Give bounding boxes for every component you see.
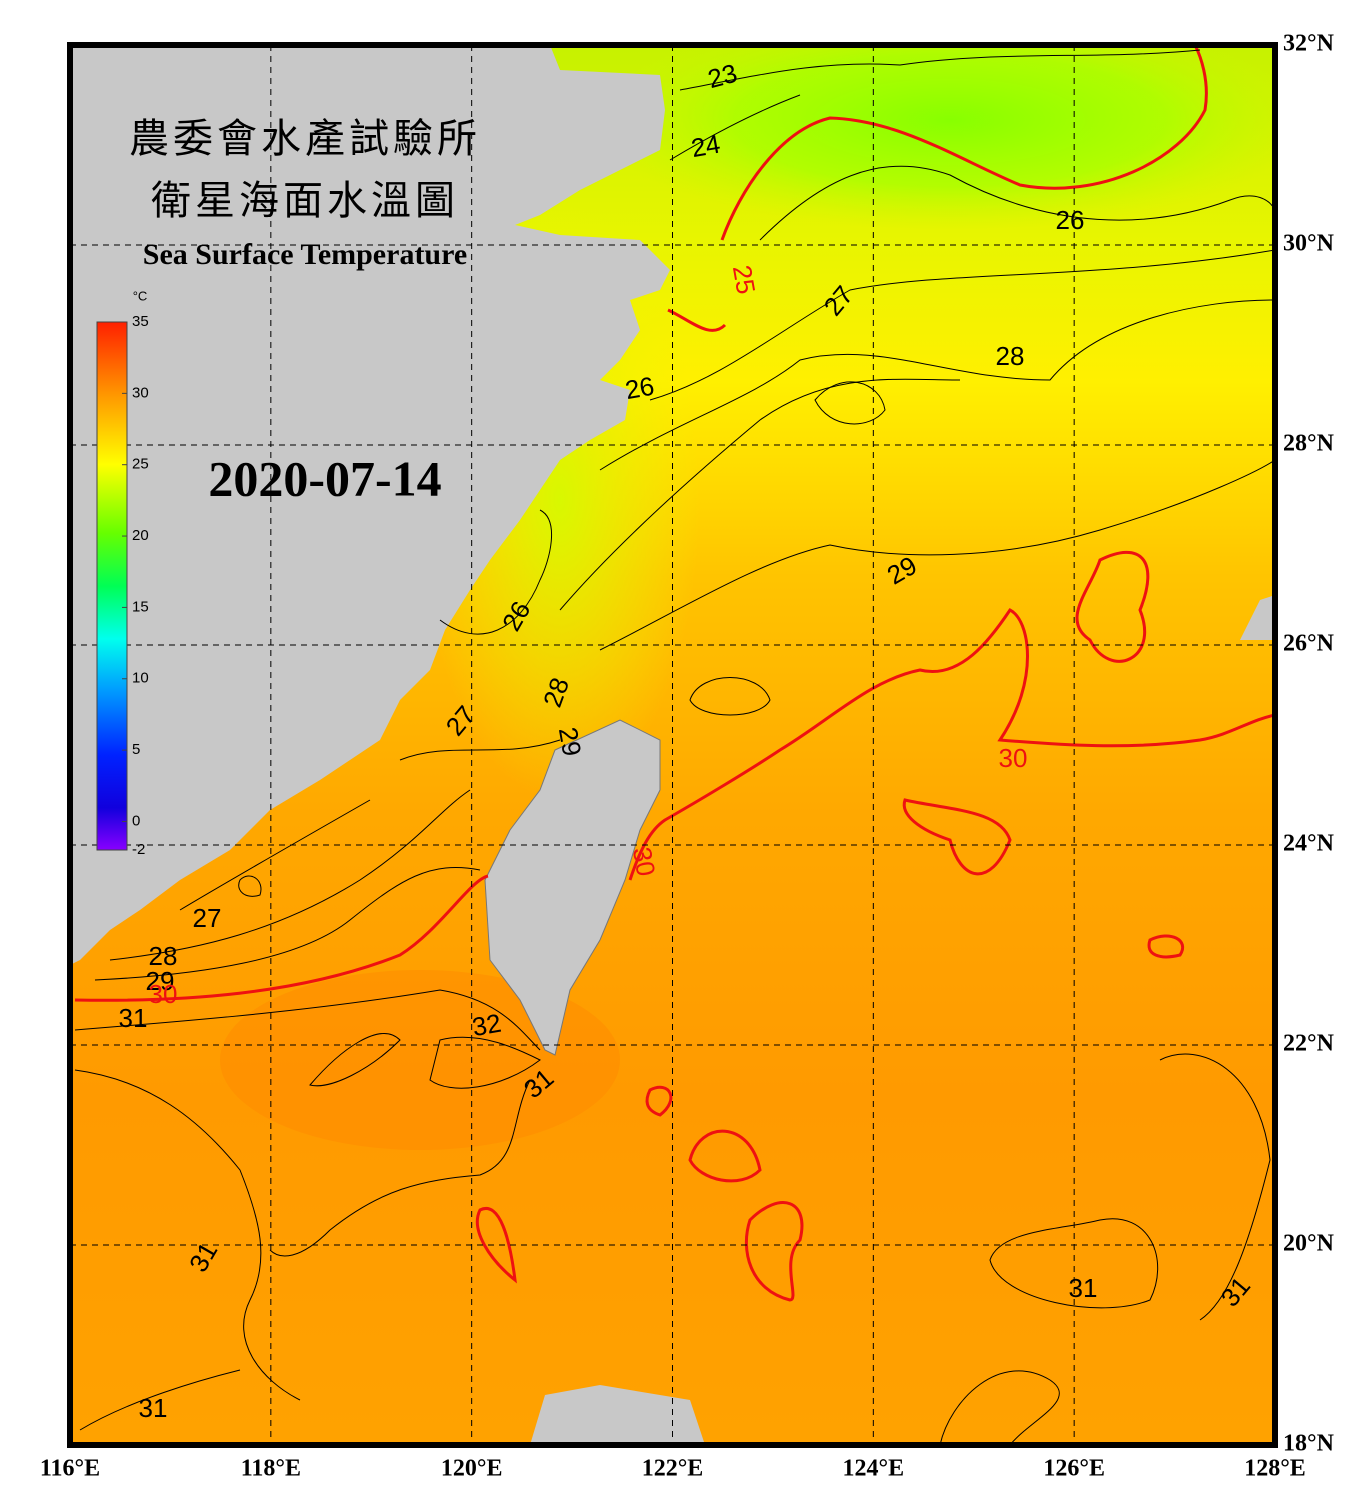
contour-line [667, 308, 727, 332]
contour-line [1159, 1053, 1271, 1321]
contour-line [599, 459, 1275, 651]
contour-label: 30 [999, 743, 1028, 773]
contour-label: 26 [1056, 205, 1085, 235]
contour-label: 30 [149, 979, 178, 1009]
lat-label: 32°N [1283, 31, 1335, 57]
land-taiwan [484, 719, 661, 1056]
contour-line [720, 45, 1208, 241]
colorbar-unit: °C [133, 288, 148, 303]
contour-line [599, 299, 1275, 471]
lon-label: 118°E [241, 1456, 301, 1482]
colorbar-tick-label: 5 [132, 741, 140, 758]
contour-label: 28 [996, 341, 1025, 371]
contour-line [79, 1369, 241, 1431]
lat-label: 20°N [1283, 1231, 1335, 1257]
contour-line [744, 1201, 804, 1302]
lon-label: 116°E [40, 1456, 100, 1482]
lon-label: 122°E [642, 1456, 704, 1482]
contour-label: 25 [727, 263, 762, 297]
colorbar-scale [96, 321, 128, 851]
contour-label: 27 [193, 903, 222, 933]
contour-label: 28 [149, 941, 178, 971]
colorbar-tick-label: 35 [132, 313, 149, 330]
subtitle: Sea Surface Temperature [143, 238, 467, 271]
contour-line [269, 1079, 531, 1257]
contour-line [429, 1036, 541, 1089]
warm-water [220, 970, 620, 1150]
contour-label: 31 [1069, 1273, 1098, 1303]
contour-line [399, 739, 561, 761]
contour-line [989, 1218, 1159, 1309]
contour-label: 26 [623, 371, 657, 406]
land-china [70, 45, 670, 965]
colorbar-tick-label: 15 [132, 598, 149, 615]
land-luzon [530, 1385, 705, 1445]
lat-label: 18°N [1283, 1431, 1335, 1457]
contour-label: 24 [689, 129, 723, 164]
contour-line [814, 381, 886, 425]
lon-label: 120°E [441, 1456, 503, 1482]
title-line1: 農委會水產試驗所 [129, 116, 481, 161]
contour-line [902, 798, 1012, 876]
contour-label: 29 [146, 966, 175, 996]
colorbar-tick-label: 0 [132, 812, 140, 829]
lon-label: 124°E [843, 1456, 905, 1482]
map-frame [67, 42, 1278, 1448]
contour-label: 29 [553, 725, 588, 759]
contour-line [645, 1085, 673, 1117]
contour-line [109, 789, 471, 961]
contour-line [669, 94, 801, 161]
black-contours [74, 49, 1275, 1445]
land-islands [1240, 595, 1275, 640]
lon-label: 128°E [1244, 1456, 1306, 1482]
contour-line [1147, 934, 1184, 959]
contour-line [689, 677, 771, 716]
contour-line [559, 378, 961, 611]
contour-label: 32 [470, 1008, 504, 1043]
contour-label: 31 [139, 1393, 168, 1423]
lat-label: 26°N [1283, 631, 1335, 657]
lat-label: 30°N [1283, 231, 1335, 257]
contour-line [74, 1069, 301, 1401]
title-line2: 衛星海面水溫圖 [151, 178, 459, 223]
contour-line [759, 165, 1275, 241]
contour-line [475, 1206, 517, 1284]
lat-label: 22°N [1283, 1031, 1335, 1057]
contour-line [238, 875, 262, 897]
contour-line [74, 874, 489, 1002]
axis-labels: 32°N 30°N 28°N 26°N 24°N 22°N 20°N 18°N 116°E 118… [40, 31, 1335, 1482]
colorbar-tick-label: 10 [132, 670, 149, 687]
contour-line [309, 1033, 401, 1087]
contour-line [74, 989, 541, 1051]
date: 2020-07-14 [208, 450, 441, 506]
colorbar: °C 35 30 25 20 15 10 5 0 -2 [96, 288, 149, 858]
contour-line [939, 1370, 1060, 1445]
contour-line [94, 866, 481, 981]
contour-label: 30 [627, 845, 662, 879]
graticule [70, 45, 1275, 1445]
contour-label: 31 [119, 1003, 148, 1033]
lat-label: 28°N [1283, 431, 1335, 457]
colorbar-tick-label: -2 [132, 841, 145, 858]
cool-water [590, 45, 1275, 230]
lat-label: 24°N [1283, 831, 1335, 857]
colorbar-tick-label: 25 [132, 456, 149, 473]
colorbar-tick-label: 20 [132, 527, 149, 544]
contour-line [179, 799, 371, 911]
contour-line [688, 1129, 762, 1183]
contour-line [679, 49, 1201, 91]
contour-line [1075, 550, 1150, 663]
colorbar-tick-label: 30 [132, 384, 149, 401]
red-contours [74, 45, 1275, 1302]
lon-label: 126°E [1043, 1456, 1105, 1482]
contour-line [649, 249, 1275, 401]
